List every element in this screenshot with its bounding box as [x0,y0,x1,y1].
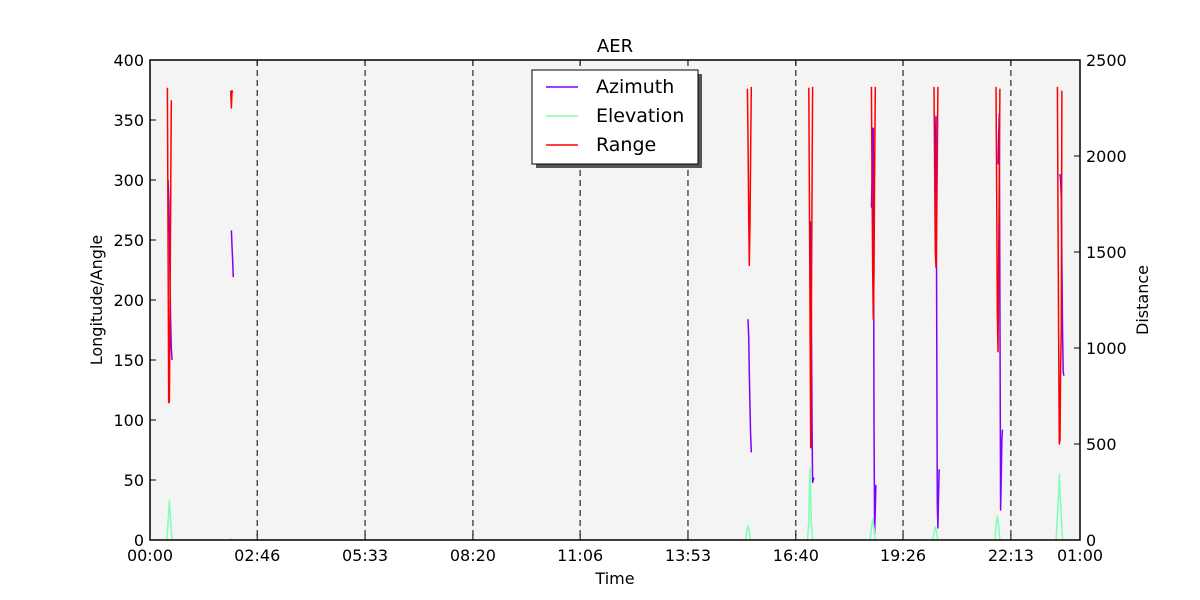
y-axis-ticks: 0 50 100 150 200 250 300 350 400 [113,51,156,550]
series-line-range [870,86,877,320]
series-line-range [933,86,939,269]
series-line-range [166,87,173,404]
y-tick-label: 0 [134,531,144,550]
x-tick-label: 19:26 [880,546,926,565]
x-tick-label: 16:40 [773,546,819,565]
x-tick-label: 05:33 [342,546,388,565]
y2-axis-label: Distance [1133,265,1152,335]
series-line-range [229,89,234,109]
series-line-elevation [166,499,173,541]
x-tick-label: 01:00 [1057,546,1103,565]
legend: Azimuth Elevation Range [531,69,702,168]
y-tick-label: 250 [113,231,144,250]
legend-label-elevation: Elevation [596,105,684,127]
y2-tick-label: 1000 [1086,339,1127,358]
y2-tick-label: 2500 [1086,51,1127,70]
series-line-azimuth [809,221,815,484]
y-tick-label: 100 [113,411,144,430]
y-axis-label: Longitude/Angle [87,235,106,366]
y2-tick-label: 500 [1086,435,1117,454]
series-line-elevation [994,515,1001,541]
series-line-elevation [932,526,939,541]
x-axis-ticks: 00:00 02:46 05:33 08:20 11:06 13:53 16:40 19:26… [127,60,1103,565]
x-tick-label: 02:46 [234,546,280,565]
series-line-azimuth [997,113,1004,511]
series-layer [166,86,1065,541]
chart-title: AER [597,36,633,57]
series-line-elevation [806,467,814,541]
legend-label-range: Range [596,134,656,156]
x-tick-label: 11:06 [557,546,603,565]
y2-tick-label: 1500 [1086,243,1127,262]
series-line-azimuth [747,319,753,453]
series-line-range [808,86,814,449]
x-tick-label: 08:20 [450,546,496,565]
series-line-elevation [1055,473,1064,541]
series-line-elevation [869,518,877,541]
y-tick-label: 300 [113,171,144,190]
x-tick-label: 22:13 [988,546,1034,565]
series-line-range [1056,86,1063,445]
series-line-azimuth [933,115,940,529]
y-tick-label: 400 [113,51,144,70]
x-axis-label: Time [594,569,634,588]
legend-box [531,69,699,165]
y2-tick-label: 2000 [1086,147,1127,166]
y-tick-label: 50 [124,471,144,490]
x-tick-label: 00:00 [127,546,173,565]
series-line-range [995,86,1001,353]
x-tick-label: 13:53 [665,546,711,565]
series-line-range [746,86,753,267]
y-tick-label: 150 [113,351,144,370]
y-tick-label: 350 [113,111,144,130]
series-line-azimuth [230,230,235,278]
series-line-elevation [744,524,752,541]
y-tick-label: 200 [113,291,144,310]
legend-label-azimuth: Azimuth [596,76,674,98]
y2-axis-ticks: 0 500 1000 1500 2000 2500 [1074,51,1127,550]
y2-tick-label: 0 [1086,531,1096,550]
